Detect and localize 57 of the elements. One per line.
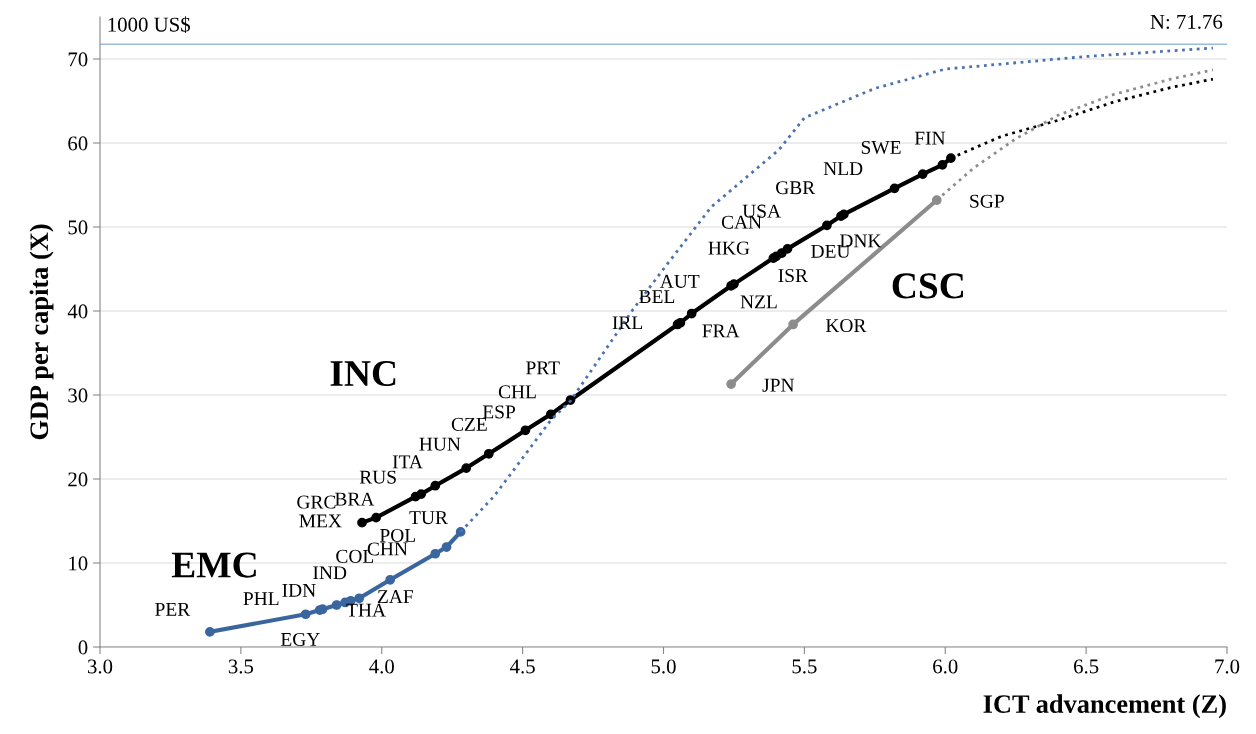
annotation: FIN bbox=[914, 131, 946, 145]
x-tick-label: 3.0 bbox=[87, 659, 113, 674]
annotation: GRC bbox=[297, 495, 336, 509]
series-label: CSC bbox=[892, 273, 963, 299]
x-tick-label: 7.0 bbox=[1215, 659, 1240, 674]
annotation: NLD bbox=[823, 162, 863, 176]
annotation: THA bbox=[346, 603, 386, 617]
annotation: PER bbox=[155, 602, 191, 616]
y-tick-label: 10 bbox=[69, 556, 88, 571]
x-tick-label: 6.0 bbox=[933, 659, 958, 674]
x-tick-label: 6.5 bbox=[1074, 659, 1099, 674]
annotation: SWE bbox=[861, 140, 901, 155]
annotation: CHL bbox=[498, 385, 536, 399]
annotation: ESP bbox=[482, 405, 516, 419]
annotation: ITA bbox=[392, 455, 423, 469]
annotation: ZAF bbox=[377, 590, 413, 603]
annotation: IDN bbox=[282, 583, 316, 597]
annotation: ISR bbox=[778, 269, 808, 283]
annotation: KOR bbox=[825, 319, 867, 333]
annotation: IRL bbox=[612, 316, 643, 330]
annotation: NZL bbox=[740, 295, 777, 309]
x-tick-label: 4.5 bbox=[510, 659, 535, 674]
annotation: HUN bbox=[419, 437, 461, 451]
annotation: TUR bbox=[409, 511, 448, 525]
x-tick-label: 5.5 bbox=[792, 659, 817, 674]
annotation: JPN bbox=[762, 378, 795, 392]
y-tick-label: 70 bbox=[68, 52, 88, 67]
annotation: MEX bbox=[299, 514, 342, 528]
annotation: PHL bbox=[243, 592, 279, 606]
annotation: BEL bbox=[639, 290, 675, 303]
annotation: PRT bbox=[526, 361, 560, 375]
y-axis-title: GDP per capita (X) bbox=[29, 224, 54, 440]
x-tick-label: 5.0 bbox=[651, 659, 676, 674]
series-label: EMC bbox=[171, 552, 256, 578]
y-tick-label: 50 bbox=[68, 220, 88, 235]
text: INC bbox=[330, 360, 396, 387]
ref-line-label: N: 71.76 bbox=[1150, 14, 1223, 29]
y-tick-label: 0 bbox=[78, 640, 88, 655]
annotation: RUS bbox=[359, 470, 396, 484]
x-tick-label: 3.5 bbox=[228, 659, 254, 674]
annotation: BRA bbox=[335, 492, 375, 506]
y-tick-label: 40 bbox=[67, 304, 88, 319]
annotation: CZE bbox=[451, 417, 487, 431]
annotation: FRA bbox=[702, 324, 740, 338]
annotation: EGY bbox=[280, 632, 320, 647]
annotation: AUT bbox=[659, 274, 700, 288]
y-tick-label: 20 bbox=[68, 472, 88, 487]
y-tick-label: 30 bbox=[68, 388, 88, 403]
y-tick-label: 60 bbox=[68, 136, 88, 151]
annotation: GBR bbox=[776, 181, 816, 195]
annotation: 1000 US$ bbox=[108, 16, 191, 34]
annotation: POL bbox=[379, 528, 415, 542]
annotation: SGP bbox=[970, 194, 1004, 208]
annotation: HKG bbox=[708, 241, 750, 255]
x-tick-label: 4.0 bbox=[369, 659, 394, 674]
x-axis-title: ICT advancement (Z) bbox=[983, 694, 1226, 719]
annotation: IND bbox=[313, 566, 347, 580]
